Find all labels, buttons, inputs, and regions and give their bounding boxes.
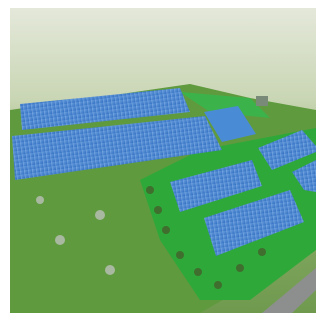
aerial-rendering bbox=[0, 0, 316, 313]
tree bbox=[146, 186, 154, 194]
tree bbox=[105, 265, 115, 275]
tree bbox=[36, 196, 44, 204]
building bbox=[256, 96, 268, 106]
tree bbox=[162, 226, 170, 234]
tree bbox=[95, 210, 105, 220]
tree bbox=[236, 264, 244, 272]
tree bbox=[176, 251, 184, 259]
tree bbox=[214, 281, 222, 289]
tree bbox=[154, 206, 162, 214]
tree bbox=[258, 248, 266, 256]
tree bbox=[55, 235, 65, 245]
tree bbox=[194, 268, 202, 276]
